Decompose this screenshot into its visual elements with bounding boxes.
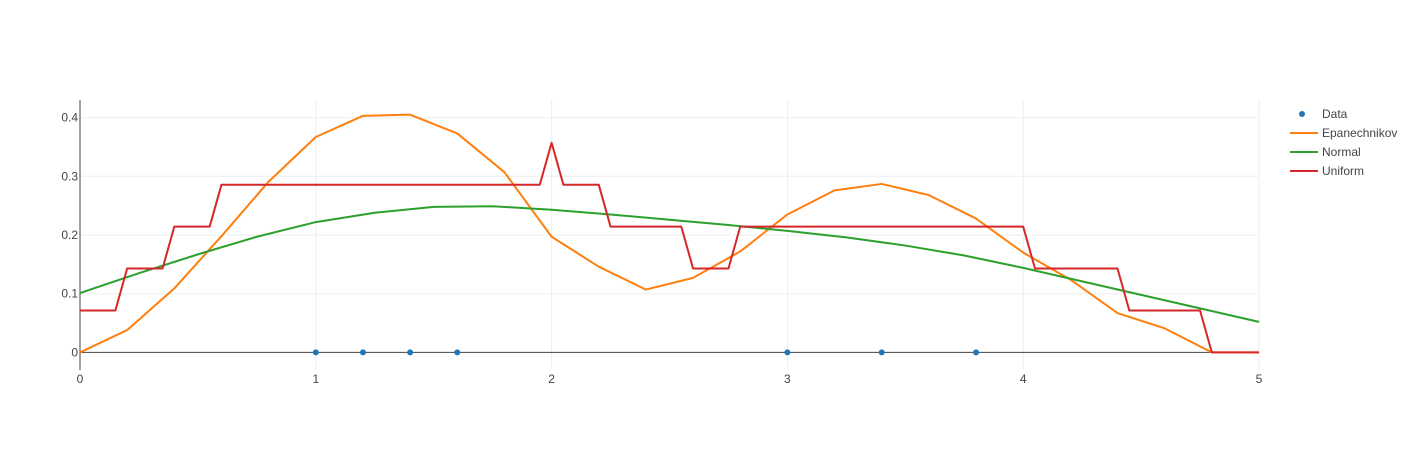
series-line-uniform [80, 141, 1259, 354]
legend-item-data[interactable]: Data [1299, 107, 1348, 121]
legend-item-epanechnikov[interactable]: Epanechnikov [1290, 126, 1397, 140]
legend-item-uniform[interactable]: Uniform [1290, 164, 1364, 178]
x-tick-label: 1 [312, 372, 319, 386]
y-tick-label: 0.3 [61, 169, 78, 183]
y-tick-label: 0 [71, 345, 78, 359]
x-tick-label: 3 [784, 372, 791, 386]
x-tick-label: 4 [1020, 372, 1027, 386]
legend-label: Normal [1322, 145, 1361, 159]
x-tick-label: 0 [77, 372, 84, 386]
y-tick-label: 0.2 [61, 228, 78, 242]
legend-item-normal[interactable]: Normal [1290, 145, 1361, 159]
series-line-normal [79, 205, 1260, 323]
data-point [312, 349, 319, 356]
data-point [784, 349, 791, 356]
x-tick-label: 5 [1256, 372, 1263, 386]
y-tick-label: 0.1 [61, 287, 78, 301]
data-point [973, 349, 980, 356]
axes-layer: 0 1 2 3 4 5 0 0.1 0.2 0.3 0.4 [61, 100, 1263, 386]
legend-label: Epanechnikov [1322, 126, 1397, 140]
grid-layer [80, 100, 1260, 370]
data-point [878, 349, 885, 356]
x-tick-label: 2 [548, 372, 555, 386]
legend-label: Uniform [1322, 164, 1364, 178]
legend-marker [1299, 111, 1305, 117]
y-tick-label: 0.4 [61, 111, 78, 125]
series-line-epanechnikov [79, 113, 1259, 354]
data-point [407, 349, 414, 356]
data-point [454, 349, 461, 356]
series-layer [79, 113, 1260, 356]
legend[interactable]: Data Epanechnikov Normal Uniform [1290, 107, 1397, 178]
data-point [359, 349, 366, 356]
legend-label: Data [1322, 107, 1348, 121]
